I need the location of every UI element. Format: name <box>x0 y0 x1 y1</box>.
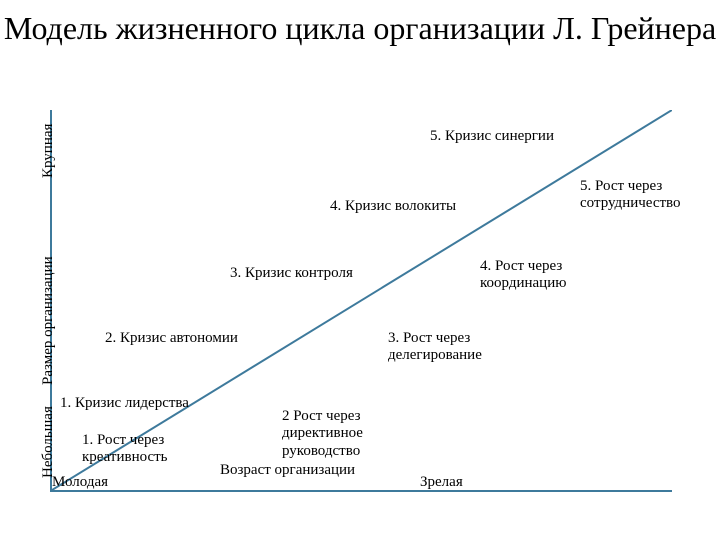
crisis-2: 2. Кризис автономии <box>105 330 238 347</box>
growth-5-line1: 5. Рост через <box>580 178 662 194</box>
x-axis-mature-label: Зрелая <box>420 474 463 491</box>
x-axis-young-label: Молодая <box>52 474 108 491</box>
growth-4: 4. Рост через координацию <box>480 258 566 293</box>
growth-3-line1: 3. Рост через <box>388 330 470 346</box>
growth-2: 2 Рост через директивное руководство <box>282 408 363 460</box>
growth-2-line1: 2 Рост через <box>282 408 361 424</box>
slide-title: Модель жизненного цикла организации Л. Г… <box>0 10 720 47</box>
crisis-3: 3. Кризис контроля <box>230 265 353 282</box>
growth-4-line1: 4. Рост через <box>480 258 562 274</box>
crisis-4: 4. Кризис волокиты <box>330 198 456 215</box>
y-axis-small-label: Небольшая <box>40 406 57 478</box>
slide: Модель жизненного цикла организации Л. Г… <box>0 0 720 540</box>
growth-3: 3. Рост через делегирование <box>388 330 482 365</box>
growth-4-line2: координацию <box>480 275 566 291</box>
y-axis-large-label: Крупная <box>40 124 57 178</box>
growth-2-line2: директивное <box>282 425 363 441</box>
crisis-5: 5. Кризис синергии <box>430 128 554 145</box>
x-axis-title: Возраст организации <box>220 462 355 479</box>
y-axis-title: Размер организации <box>40 256 57 385</box>
growth-1: 1. Рост через креативность <box>82 432 168 467</box>
growth-5-line2: сотрудничество <box>580 195 681 211</box>
growth-1-line2: креативность <box>82 449 168 465</box>
growth-1-line1: 1. Рост через <box>82 432 164 448</box>
crisis-1: 1. Кризис лидерства <box>60 395 189 412</box>
growth-2-line3: руководство <box>282 443 360 459</box>
growth-3-line2: делегирование <box>388 347 482 363</box>
growth-5: 5. Рост через сотрудничество <box>580 178 681 213</box>
